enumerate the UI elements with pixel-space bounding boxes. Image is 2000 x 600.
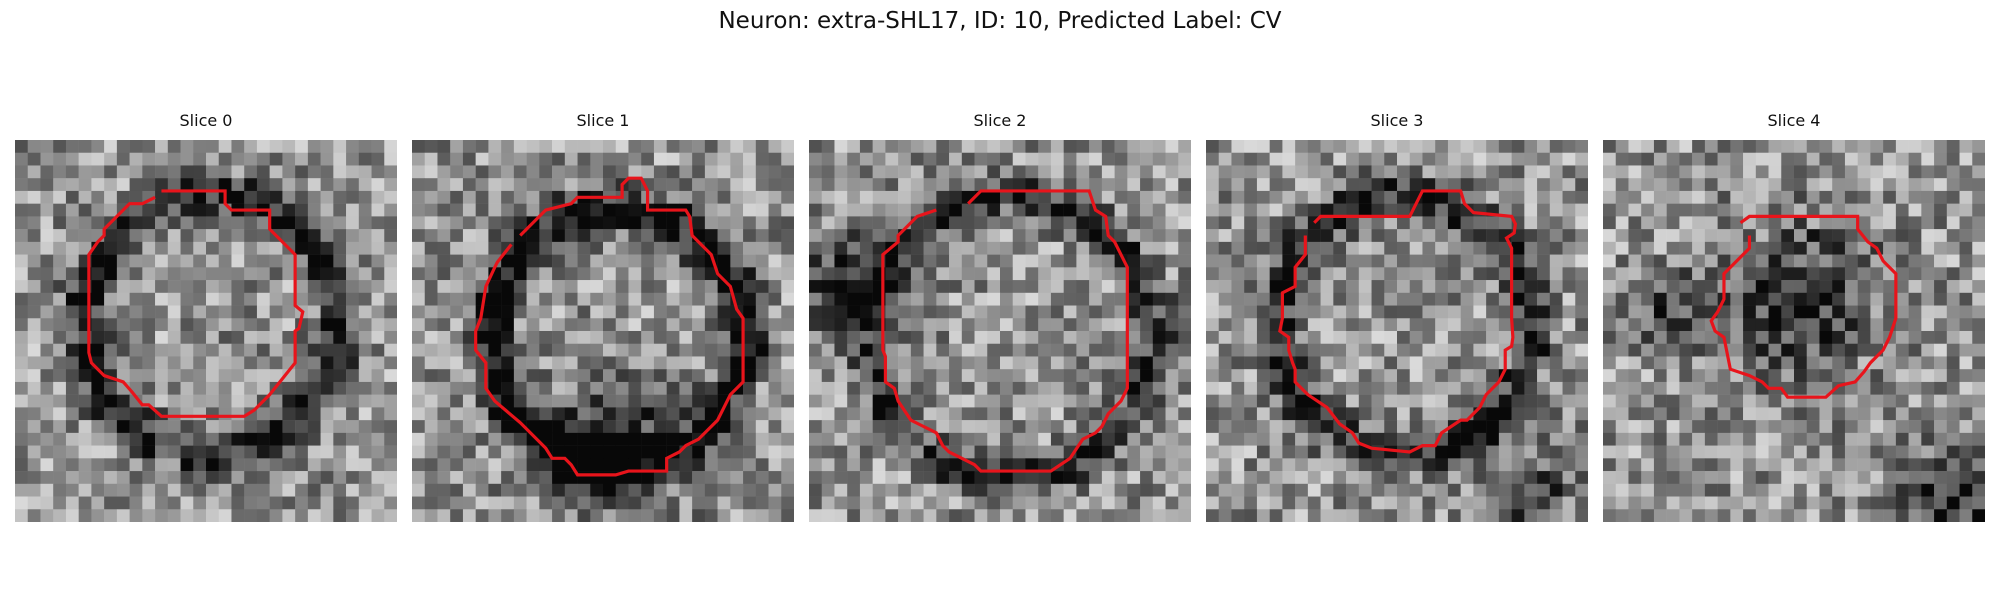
slice-title: Slice 0: [179, 111, 233, 130]
slice-panel-3: Slice 3: [1206, 108, 1588, 522]
slice-panel-4: Slice 4: [1603, 108, 1985, 522]
slice-title: Slice 2: [973, 111, 1027, 130]
slice-title: Slice 3: [1370, 111, 1424, 130]
slice-image: [809, 140, 1191, 522]
slice-image: [15, 140, 397, 522]
slice-panel-0: Slice 0: [15, 108, 397, 522]
slice-title: Slice 1: [576, 111, 630, 130]
roi-contour: [87, 189, 305, 418]
roi-contour: [474, 176, 745, 477]
slice-panel-2: Slice 2: [809, 108, 1191, 522]
slice-image: [412, 140, 794, 522]
roi-contour: [1278, 189, 1518, 454]
slice-image: [1206, 140, 1588, 522]
roi-contour: [881, 189, 1129, 473]
slice-panel-1: Slice 1: [412, 108, 794, 522]
slice-image: [1603, 140, 1985, 522]
roi-contour: [1709, 214, 1898, 399]
slice-title: Slice 4: [1767, 111, 1821, 130]
figure-title: Neuron: extra-SHL17, ID: 10, Predicted L…: [718, 8, 1282, 34]
